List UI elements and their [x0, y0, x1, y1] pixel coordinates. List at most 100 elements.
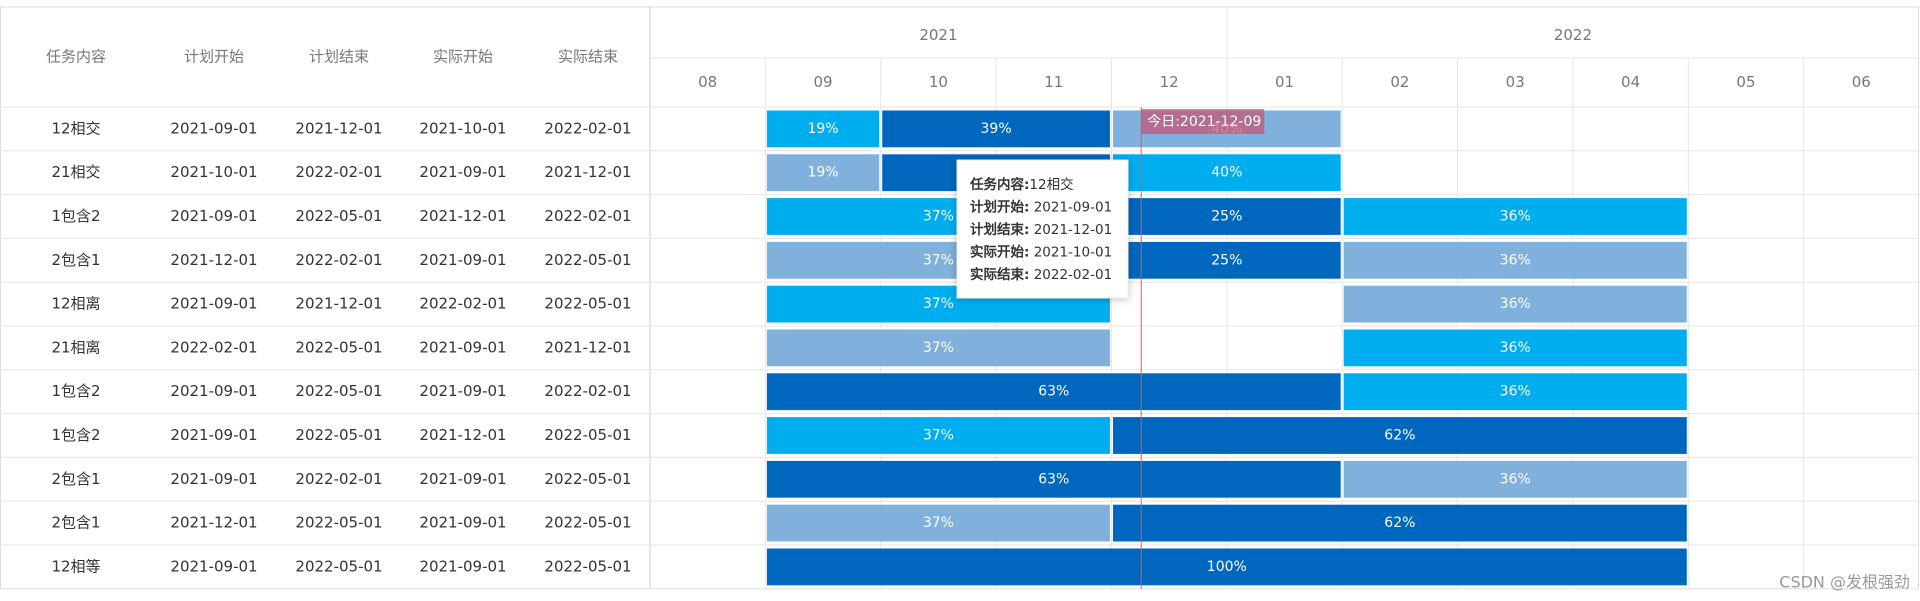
table-cell: 12相离: [51, 295, 100, 313]
month-label: 08: [698, 73, 717, 91]
table-cell: 2021-12-01: [419, 426, 506, 444]
bar-segment: [766, 548, 1687, 586]
year-label: 2022: [1554, 26, 1592, 44]
tooltip-value: 12相交: [1029, 176, 1073, 193]
table-cell: 2021-09-01: [170, 207, 257, 225]
tooltip-value: 2021-09-01: [1029, 200, 1112, 216]
bar-segment: [766, 504, 1110, 542]
bar-segment: [766, 110, 880, 148]
bar-label: 36%: [1500, 252, 1531, 268]
bar-label: 19%: [807, 121, 838, 137]
bar-label: 37%: [923, 428, 954, 444]
bar-label: 36%: [1500, 340, 1531, 356]
table-cell: 2021-09-01: [170, 382, 257, 400]
table-cell: 21相离: [51, 338, 100, 356]
tooltip-value: 2021-12-01: [1029, 222, 1112, 238]
bar-label: 36%: [1500, 296, 1531, 312]
tooltip-line: 计划开始: 2021-09-01: [970, 199, 1112, 216]
tooltip-line: 计划结束: 2021-12-01: [970, 221, 1112, 238]
bar-label: 19%: [807, 165, 838, 181]
bar-label: 37%: [923, 515, 954, 531]
bar-segment: [882, 110, 1110, 148]
table-cell: 2021-09-01: [419, 557, 506, 575]
bar-label: 36%: [1500, 384, 1531, 400]
tooltip-key: 任务内容:: [969, 176, 1029, 193]
bar-label: 36%: [1500, 209, 1531, 225]
bar-segment: [766, 373, 1341, 411]
table-cell: 2021-12-01: [544, 163, 631, 181]
month-label: 12: [1160, 73, 1179, 91]
table-cell: 1包含2: [51, 207, 100, 225]
table-cell: 2022-02-01: [419, 295, 506, 313]
table-cell: 2包含1: [51, 251, 100, 269]
table-cell: 2021-09-01: [419, 470, 506, 488]
bar-label: 36%: [1500, 471, 1531, 487]
table-cell: 2021-12-01: [295, 119, 382, 137]
bar-segment: [766, 329, 1110, 367]
bar-segment: [1343, 198, 1687, 235]
bar-segment: [766, 460, 1341, 498]
month-label: 05: [1736, 73, 1755, 91]
month-label: 09: [813, 73, 832, 91]
table-cell: 2022-02-01: [544, 119, 631, 137]
bar-segment: [1112, 241, 1341, 279]
tooltip-line: 实际开始: 2021-10-01: [970, 244, 1112, 261]
bar-label: 25%: [1211, 252, 1242, 268]
tooltip-key: 实际开始:: [970, 244, 1029, 261]
bar-label: 37%: [923, 209, 954, 225]
bar-segment: [766, 154, 880, 192]
bar-label: 100%: [1207, 559, 1247, 575]
tooltip-line: 实际结束: 2022-02-01: [970, 266, 1112, 283]
table-cell: 2022-05-01: [544, 514, 631, 532]
tooltip-key: 实际结束:: [970, 266, 1029, 283]
bar-segment: [1112, 198, 1341, 235]
table-cell: 2022-02-01: [295, 251, 382, 269]
table-cell: 2021-12-01: [170, 251, 257, 269]
table-cell: 2021-09-01: [170, 295, 257, 313]
table-cell: 2022-05-01: [295, 382, 382, 400]
bar-segment: [1343, 373, 1687, 411]
today-label: 今日:2021-12-09: [1147, 114, 1261, 130]
tooltip-value: 2022-02-01: [1029, 267, 1112, 283]
bar-label: 62%: [1384, 515, 1415, 531]
table-cell: 2022-02-01: [544, 382, 631, 400]
table-cell: 2022-02-01: [295, 470, 382, 488]
table-cell: 2022-05-01: [295, 514, 382, 532]
table-cell: 2021-12-01: [295, 295, 382, 313]
table-cell: 2021-09-01: [170, 557, 257, 575]
bar-segment: [1343, 460, 1687, 498]
bar-label: 63%: [1038, 384, 1069, 400]
tooltip-key: 计划开始:: [970, 199, 1029, 216]
table-cell: 1包含2: [51, 426, 100, 444]
table-cell: 2021-09-01: [170, 426, 257, 444]
table-cell: 21相交: [51, 163, 100, 181]
month-label: 06: [1852, 73, 1871, 91]
tooltip-line: 任务内容:12相交: [969, 176, 1074, 193]
table-cell: 2022-05-01: [295, 338, 382, 356]
table-cell: 2022-05-01: [544, 295, 631, 313]
table-cell: 2021-09-01: [419, 382, 506, 400]
month-label: 03: [1506, 73, 1525, 91]
tooltip-box: [956, 159, 1129, 299]
table-cell: 2022-05-01: [295, 207, 382, 225]
bar-label: 37%: [923, 296, 954, 312]
table-cell: 12相等: [51, 557, 100, 575]
column-header: 计划开始: [184, 48, 244, 66]
table-cell: 2021-09-01: [419, 338, 506, 356]
bar-label: 39%: [981, 121, 1012, 137]
bar-label: 37%: [923, 340, 954, 356]
table-cell: 2022-02-01: [170, 338, 257, 356]
bar-segment: [766, 417, 1110, 454]
column-header: 计划结束: [309, 48, 369, 66]
year-label: 2021: [919, 26, 957, 44]
month-label: 11: [1044, 73, 1063, 91]
table-cell: 2021-09-01: [170, 470, 257, 488]
watermark: CSDN @发根强劲: [1779, 573, 1910, 592]
table-cell: 2021-09-01: [170, 119, 257, 137]
bar-label: 40%: [1211, 165, 1242, 181]
month-label: 02: [1390, 73, 1409, 91]
table-cell: 2包含1: [51, 470, 100, 488]
